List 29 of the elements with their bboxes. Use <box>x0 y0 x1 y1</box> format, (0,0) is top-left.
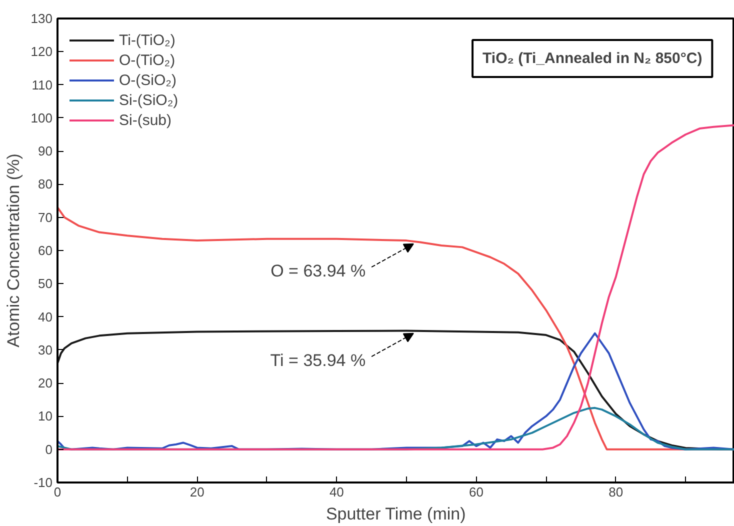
annotation: TiO₂ (Ti_Annealed in N₂ 850°C) <box>482 50 702 67</box>
y-tick-label: 120 <box>30 44 53 60</box>
y-tick-label: 70 <box>38 210 53 225</box>
annotation: Ti = 35.94 % <box>270 351 366 370</box>
y-tick-label: 60 <box>38 243 53 258</box>
y-tick-label: -10 <box>34 475 53 490</box>
legend-label: O-(TiO₂) <box>119 52 176 68</box>
x-axis-title: Sputter Time (min) <box>326 504 466 524</box>
x-tick-label: 80 <box>608 484 624 500</box>
y-tick-label: 110 <box>32 77 53 92</box>
y-tick-label: 100 <box>30 110 53 126</box>
legend-label: Si-(SiO₂) <box>119 92 178 108</box>
y-tick-label: 30 <box>38 342 53 358</box>
legend-label: Ti-(TiO₂) <box>119 32 176 48</box>
x-tick-label: 60 <box>469 484 484 500</box>
y-tick-label: 20 <box>38 376 53 391</box>
legend-label: Si-(sub) <box>119 112 172 128</box>
y-tick-label: 10 <box>38 408 53 424</box>
x-tick-label: 20 <box>190 484 204 500</box>
y-tick-label: 90 <box>38 144 53 159</box>
y-tick-label: 40 <box>38 309 53 324</box>
y-tick-label: 130 <box>30 11 53 26</box>
legend-label: O-(SiO₂) <box>119 72 176 88</box>
x-tick-label: 40 <box>329 484 344 500</box>
y-axis-title: Atomic Concentration (%) <box>4 154 23 348</box>
annotation: O = 63.94 % <box>270 262 366 281</box>
y-tick-label: 50 <box>38 276 53 292</box>
y-tick-label: 0 <box>45 442 53 457</box>
y-tick-label: 80 <box>38 176 53 192</box>
